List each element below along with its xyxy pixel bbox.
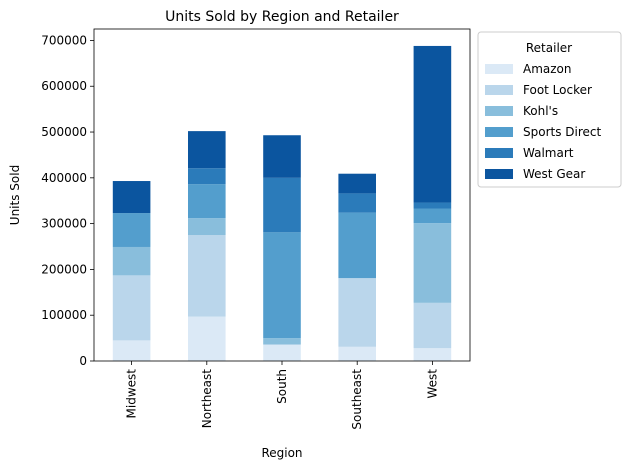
bar-west-amazon xyxy=(413,348,452,361)
x-tick-label: Southeast xyxy=(350,369,364,430)
y-tick-label: 700000 xyxy=(41,33,87,47)
legend-label: Walmart xyxy=(523,146,574,160)
bar-midwest-sports-direct xyxy=(112,213,151,247)
bar-south-west-gear xyxy=(263,135,301,178)
bar-northeast-west-gear xyxy=(188,131,226,169)
bar-northeast-sports-direct xyxy=(188,184,226,219)
chart-title: Units Sold by Region and Retailer xyxy=(165,9,399,25)
legend-swatch xyxy=(485,169,513,179)
y-axis: 0 100000 200000 300000 400000 500000 600000 700… xyxy=(41,33,94,368)
legend-swatch xyxy=(485,148,513,158)
y-axis-label: Units Sold xyxy=(8,165,22,225)
x-tick-label: West xyxy=(425,369,439,399)
bar-south-sports-direct xyxy=(263,232,301,339)
bar-midwest-west-gear xyxy=(112,181,151,214)
bar-west-kohl-s xyxy=(413,223,452,303)
bar-midwest-foot-locker xyxy=(112,275,151,341)
legend-label: Amazon xyxy=(523,62,572,76)
bar-west-walmart xyxy=(413,202,452,209)
bar-midwest-amazon xyxy=(112,340,151,361)
x-tick-label: Northeast xyxy=(200,369,214,429)
legend-swatch xyxy=(485,85,513,95)
bar-southeast-walmart xyxy=(338,193,376,213)
x-axis: Midwest Northeast South Southeast West xyxy=(125,361,439,430)
y-tick-label: 400000 xyxy=(41,171,87,185)
bar-southeast-west-gear xyxy=(338,173,376,194)
bar-southeast-amazon xyxy=(338,346,376,361)
bar-west-west-gear xyxy=(413,45,452,203)
bar-west-foot-locker xyxy=(413,302,452,349)
legend-label: West Gear xyxy=(523,167,585,181)
y-tick-label: 200000 xyxy=(41,262,87,276)
bar-southeast-sports-direct xyxy=(338,212,376,279)
bar-northeast-amazon xyxy=(188,316,226,361)
x-tick-label: Midwest xyxy=(125,369,139,419)
bar-south-kohl-s xyxy=(263,338,301,345)
y-tick-label: 500000 xyxy=(41,125,87,139)
bar-west-sports-direct xyxy=(413,208,452,224)
x-axis-label: Region xyxy=(261,446,302,460)
y-tick-label: 600000 xyxy=(41,79,87,93)
legend-swatch xyxy=(485,106,513,116)
x-tick-label: South xyxy=(275,369,289,404)
y-tick-label: 0 xyxy=(79,354,87,368)
bar-northeast-foot-locker xyxy=(188,235,226,317)
bar-south-amazon xyxy=(263,344,301,361)
bar-northeast-kohl-s xyxy=(188,218,226,236)
legend-label: Foot Locker xyxy=(523,83,592,97)
legend-label: Sports Direct xyxy=(523,125,602,139)
legend: Retailer Amazon Foot Locker Kohl's Sports D… xyxy=(477,31,622,188)
legend-label: Kohl's xyxy=(523,104,558,118)
legend-title: Retailer xyxy=(526,41,572,55)
bar-midwest-kohl-s xyxy=(112,246,151,276)
bar-southeast-foot-locker xyxy=(338,278,376,347)
bar-northeast-walmart xyxy=(188,168,226,185)
legend-swatch xyxy=(485,64,513,74)
bar-south-walmart xyxy=(263,177,301,233)
y-tick-label: 100000 xyxy=(41,308,87,322)
legend-frame xyxy=(477,31,622,188)
y-tick-label: 300000 xyxy=(41,217,87,231)
legend-swatch xyxy=(485,127,513,137)
bars-group xyxy=(112,45,452,361)
